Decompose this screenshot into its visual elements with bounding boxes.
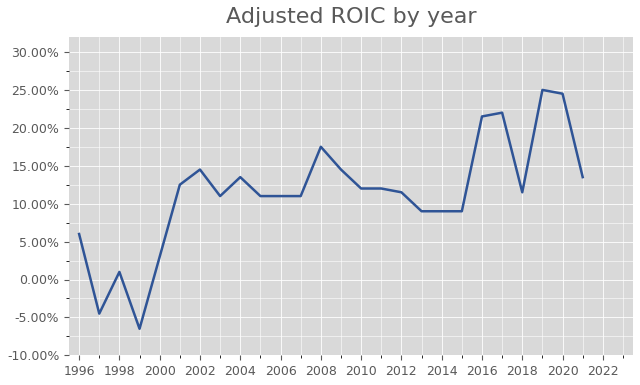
- Title: Adjusted ROIC by year: Adjusted ROIC by year: [226, 7, 476, 27]
